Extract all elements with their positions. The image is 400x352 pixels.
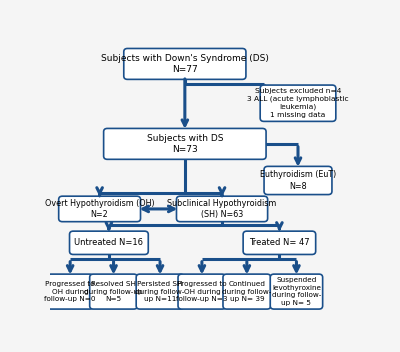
FancyBboxPatch shape: [243, 231, 316, 254]
FancyBboxPatch shape: [178, 274, 226, 309]
FancyBboxPatch shape: [104, 128, 266, 159]
Text: Subjects excluded n=4
3 ALL (acute lymphoblastic
leukemia)
1 missing data: Subjects excluded n=4 3 ALL (acute lymph…: [247, 88, 349, 118]
Text: Untreated N=16: Untreated N=16: [74, 238, 144, 247]
FancyBboxPatch shape: [264, 166, 332, 195]
FancyBboxPatch shape: [270, 274, 323, 309]
Text: Overt Hypothyroidism (OH)
N=2: Overt Hypothyroidism (OH) N=2: [45, 199, 154, 219]
Text: Treated N= 47: Treated N= 47: [249, 238, 310, 247]
FancyBboxPatch shape: [136, 274, 184, 309]
FancyBboxPatch shape: [124, 49, 246, 79]
Text: Subjects with DS
N=73: Subjects with DS N=73: [146, 134, 223, 154]
FancyBboxPatch shape: [59, 196, 140, 222]
FancyBboxPatch shape: [47, 274, 93, 309]
FancyBboxPatch shape: [70, 231, 148, 254]
Text: Persisted SH
during follow-
up N=11: Persisted SH during follow- up N=11: [135, 281, 185, 302]
FancyBboxPatch shape: [223, 274, 271, 309]
Text: Progressed to
OH during
follow-up N=0: Progressed to OH during follow-up N=0: [44, 281, 96, 302]
Text: Continued
during follow-
up N= 39: Continued during follow- up N= 39: [222, 281, 272, 302]
Text: Euthyroidism (EuT)
N=8: Euthyroidism (EuT) N=8: [260, 170, 336, 190]
FancyBboxPatch shape: [176, 196, 268, 222]
Text: Subjects with Down's Syndrome (DS)
N=77: Subjects with Down's Syndrome (DS) N=77: [101, 54, 269, 74]
Text: Progressed to
OH during
follow-up N=3: Progressed to OH during follow-up N=3: [176, 281, 228, 302]
Text: Resolved SH
during follow-up
N=5: Resolved SH during follow-up N=5: [84, 281, 143, 302]
Text: Subclinical Hypothyroidism
(SH) N=63: Subclinical Hypothyroidism (SH) N=63: [167, 199, 277, 219]
FancyBboxPatch shape: [260, 85, 336, 121]
Text: Suspended
levothyroxine
during follow-
up N= 5: Suspended levothyroxine during follow- u…: [272, 277, 321, 306]
FancyBboxPatch shape: [90, 274, 138, 309]
